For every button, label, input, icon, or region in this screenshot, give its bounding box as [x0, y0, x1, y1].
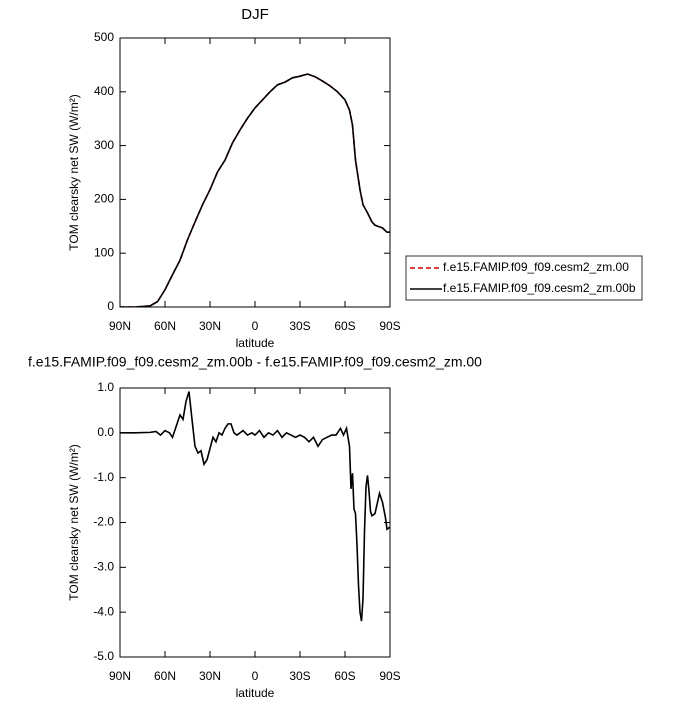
series-line [120, 73, 390, 307]
y-axis-label: TOM clearsky net SW (W/m²) [67, 94, 81, 250]
chart-title: DJF [241, 6, 269, 23]
y-tick-label: 1.0 [97, 380, 114, 394]
x-axis-label: latitude [236, 336, 275, 350]
x-tick-label: 0 [252, 319, 259, 333]
x-tick-label: 60N [154, 669, 176, 683]
y-tick-label: 400 [94, 84, 114, 98]
x-axis-label: latitude [236, 686, 275, 700]
y-tick-label: 300 [94, 138, 114, 152]
y-tick-label: 500 [94, 30, 114, 44]
x-tick-label: 30N [199, 669, 221, 683]
x-tick-label: 90S [379, 319, 400, 333]
y-tick-label: 200 [94, 192, 114, 206]
x-tick-label: 30S [289, 669, 310, 683]
x-tick-label: 60S [334, 669, 355, 683]
series-line [120, 391, 390, 622]
legend-box [405, 255, 643, 301]
y-tick-label: -5.0 [93, 649, 114, 663]
x-tick-label: 0 [252, 669, 259, 683]
x-tick-label: 90S [379, 669, 400, 683]
plot-frame [119, 37, 391, 308]
plot-frame [119, 387, 391, 658]
y-tick-label: -1.0 [93, 470, 114, 484]
y-tick-label: 100 [94, 245, 114, 259]
y-tick-label: 0.0 [97, 425, 114, 439]
x-tick-label: 90N [109, 669, 131, 683]
y-tick-label: -4.0 [93, 604, 114, 618]
x-tick-label: 90N [109, 319, 131, 333]
legend-label: f.e15.FAMIP.f09_f09.cesm2_zm.00 [443, 260, 629, 274]
x-tick-label: 30S [289, 319, 310, 333]
x-tick-label: 60S [334, 319, 355, 333]
y-tick-label: -3.0 [93, 560, 114, 574]
y-tick-label: 0 [107, 299, 114, 313]
x-tick-label: 60N [154, 319, 176, 333]
chart-title: f.e15.FAMIP.f09_f09.cesm2_zm.00b - f.e15… [28, 354, 482, 370]
legend-label: f.e15.FAMIP.f09_f09.cesm2_zm.00b [443, 281, 636, 295]
y-tick-label: -2.0 [93, 515, 114, 529]
y-axis-label: TOM clearsky net SW (W/m²) [67, 444, 81, 600]
x-tick-label: 30N [199, 319, 221, 333]
